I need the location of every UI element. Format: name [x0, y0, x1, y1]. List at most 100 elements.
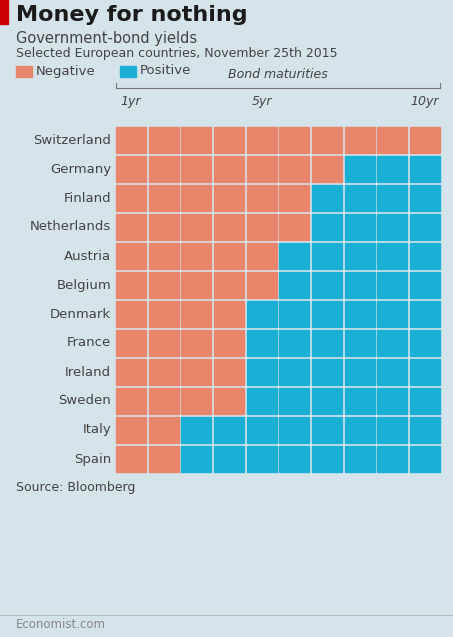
Bar	[312, 127, 342, 153]
Bar	[149, 127, 179, 153]
Bar	[149, 359, 179, 385]
Text: Sweden: Sweden	[58, 394, 111, 408]
Bar	[377, 301, 407, 327]
Text: Austria: Austria	[64, 250, 111, 262]
Bar	[410, 185, 440, 211]
Bar	[149, 388, 179, 414]
Bar	[345, 388, 375, 414]
Bar	[345, 156, 375, 182]
Bar	[116, 185, 146, 211]
Bar	[377, 214, 407, 240]
Bar	[312, 446, 342, 472]
Bar	[345, 330, 375, 356]
Text: Bond maturities: Bond maturities	[228, 68, 328, 81]
Text: Government-bond yields: Government-bond yields	[16, 31, 197, 45]
Bar	[312, 156, 342, 182]
Bar	[246, 185, 277, 211]
Bar	[279, 185, 309, 211]
Bar	[279, 127, 309, 153]
Bar	[279, 214, 309, 240]
Bar	[181, 185, 212, 211]
Bar	[312, 301, 342, 327]
Bar	[149, 156, 179, 182]
Bar	[181, 243, 212, 269]
Bar	[149, 214, 179, 240]
Bar	[214, 301, 244, 327]
Text: 10yr: 10yr	[411, 94, 439, 108]
Text: Source: Bloomberg: Source: Bloomberg	[16, 481, 135, 494]
Bar	[279, 156, 309, 182]
Bar	[410, 214, 440, 240]
Bar	[214, 214, 244, 240]
Bar	[246, 330, 277, 356]
Bar	[377, 127, 407, 153]
Bar	[377, 156, 407, 182]
Bar	[246, 214, 277, 240]
Bar	[279, 446, 309, 472]
Bar	[214, 330, 244, 356]
Bar	[181, 388, 212, 414]
Bar	[246, 301, 277, 327]
Bar	[149, 417, 179, 443]
Text: Italy: Italy	[82, 424, 111, 436]
Bar	[214, 272, 244, 298]
Bar	[410, 359, 440, 385]
Bar	[214, 185, 244, 211]
Bar	[377, 417, 407, 443]
Text: Finland: Finland	[63, 192, 111, 204]
Bar	[377, 243, 407, 269]
Bar	[214, 388, 244, 414]
Bar	[149, 272, 179, 298]
Bar	[410, 243, 440, 269]
Bar	[246, 388, 277, 414]
Bar	[377, 359, 407, 385]
Text: Money for nothing: Money for nothing	[16, 5, 248, 25]
Bar	[214, 156, 244, 182]
Bar	[312, 417, 342, 443]
Bar	[181, 156, 212, 182]
Bar	[120, 66, 136, 76]
Bar	[214, 243, 244, 269]
Bar	[246, 359, 277, 385]
Bar	[312, 272, 342, 298]
Bar	[410, 301, 440, 327]
Bar	[345, 127, 375, 153]
Text: Negative: Negative	[36, 64, 96, 78]
Bar	[214, 417, 244, 443]
Bar	[149, 301, 179, 327]
Bar	[345, 185, 375, 211]
Bar	[116, 446, 146, 472]
Bar	[181, 127, 212, 153]
Bar	[312, 330, 342, 356]
Bar	[377, 446, 407, 472]
Bar	[410, 272, 440, 298]
Bar	[116, 359, 146, 385]
Text: Germany: Germany	[50, 162, 111, 176]
Text: Ireland: Ireland	[65, 366, 111, 378]
Bar	[214, 127, 244, 153]
Text: Positive: Positive	[140, 64, 191, 78]
Bar	[116, 330, 146, 356]
Bar	[116, 156, 146, 182]
Bar	[246, 243, 277, 269]
Bar	[214, 359, 244, 385]
Text: Selected European countries, November 25th 2015: Selected European countries, November 25…	[16, 48, 337, 61]
Bar	[345, 301, 375, 327]
Bar	[181, 359, 212, 385]
Text: France: France	[67, 336, 111, 350]
Bar	[181, 446, 212, 472]
Bar	[116, 301, 146, 327]
Text: Spain: Spain	[74, 452, 111, 466]
Bar	[312, 388, 342, 414]
Bar	[116, 272, 146, 298]
Bar	[116, 388, 146, 414]
Bar	[410, 156, 440, 182]
Bar	[410, 330, 440, 356]
Bar	[279, 330, 309, 356]
Bar	[279, 243, 309, 269]
Bar	[312, 214, 342, 240]
Bar	[410, 417, 440, 443]
Bar	[116, 417, 146, 443]
Bar	[246, 156, 277, 182]
Bar	[214, 446, 244, 472]
